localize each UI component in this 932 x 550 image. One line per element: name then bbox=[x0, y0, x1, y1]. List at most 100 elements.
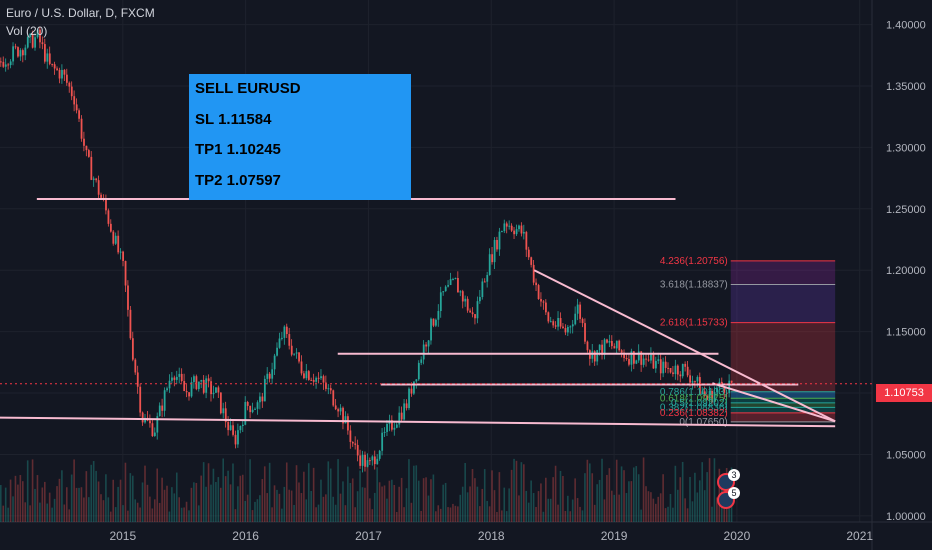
candle-body bbox=[452, 279, 454, 281]
volume-bar bbox=[608, 468, 611, 522]
badge-count: 5 bbox=[731, 488, 736, 498]
volume-bar bbox=[227, 470, 229, 522]
volume-bar bbox=[134, 499, 137, 522]
candle-body bbox=[442, 291, 445, 293]
volume-bar bbox=[241, 474, 244, 522]
volume-bar bbox=[347, 466, 349, 522]
candle-body bbox=[630, 351, 633, 365]
candle-body bbox=[725, 392, 728, 394]
volume-bar bbox=[249, 459, 251, 522]
candle-body bbox=[461, 291, 464, 302]
candle-body bbox=[728, 380, 731, 394]
candle-body bbox=[158, 405, 161, 417]
volume-bar bbox=[413, 465, 415, 522]
volume-bar bbox=[337, 459, 339, 522]
volume-bar bbox=[290, 490, 293, 522]
volume-bar bbox=[351, 478, 354, 522]
candle-body bbox=[276, 347, 278, 356]
volume-bar bbox=[102, 500, 105, 522]
volume-bar bbox=[65, 487, 68, 522]
volume-bar bbox=[259, 495, 261, 522]
candle-body bbox=[711, 391, 714, 403]
candle-body bbox=[105, 199, 107, 211]
candle-body bbox=[144, 417, 146, 423]
candle-body bbox=[569, 326, 572, 328]
candle-body bbox=[281, 337, 283, 339]
candle-body bbox=[354, 443, 357, 445]
volume-bar bbox=[645, 486, 647, 522]
candle-body bbox=[178, 373, 181, 377]
volume-bar bbox=[425, 477, 427, 522]
volume-bar bbox=[542, 511, 545, 522]
volume-bar bbox=[579, 506, 581, 522]
candle-body bbox=[410, 388, 413, 394]
candle-body bbox=[503, 223, 506, 232]
volume-bar bbox=[332, 496, 334, 522]
candle-body bbox=[373, 456, 376, 465]
candle-body bbox=[283, 326, 286, 338]
volume-indicator-label[interactable]: Vol (20) bbox=[6, 24, 48, 38]
candle-body bbox=[581, 318, 584, 324]
volume-bar bbox=[31, 459, 34, 522]
fib-level-label: 0.786(1.10103) bbox=[660, 387, 728, 398]
candle-body bbox=[222, 408, 225, 414]
candle-body bbox=[545, 302, 547, 313]
candle-body bbox=[559, 318, 562, 327]
candle-body bbox=[36, 29, 39, 38]
volume-bar bbox=[483, 469, 486, 522]
candle-body bbox=[637, 351, 640, 361]
symbol-title[interactable]: Euro / U.S. Dollar, D, FXCM bbox=[6, 6, 155, 20]
volume-bar bbox=[532, 493, 535, 522]
candle-body bbox=[501, 231, 503, 233]
volume-bar bbox=[97, 481, 100, 522]
badge-count-bg bbox=[728, 487, 740, 499]
volume-bar bbox=[716, 497, 718, 522]
trade-note-box[interactable]: SELL EURUSD SL 1.11584 TP1 1.10245 TP2 1… bbox=[189, 74, 411, 200]
candle-body bbox=[520, 225, 523, 234]
candle-body bbox=[479, 297, 481, 302]
volume-bar bbox=[278, 493, 281, 522]
volume-bar bbox=[73, 459, 75, 522]
volume-bar bbox=[78, 487, 80, 522]
candle-body bbox=[713, 392, 716, 403]
volume-bar bbox=[232, 463, 234, 522]
volume-bar bbox=[307, 463, 310, 522]
price-axis-label: 1.05000 bbox=[886, 449, 926, 461]
volume-bar bbox=[447, 507, 449, 522]
candle-body bbox=[210, 381, 212, 395]
candle-body bbox=[723, 386, 726, 393]
candle-body bbox=[175, 376, 178, 380]
volume-bar bbox=[364, 487, 366, 522]
candle-body bbox=[645, 358, 648, 360]
volume-bar bbox=[207, 463, 210, 522]
volume-bar bbox=[586, 459, 589, 522]
volume-bar bbox=[574, 478, 576, 522]
candle-body bbox=[259, 396, 261, 403]
volume-bar bbox=[153, 499, 156, 522]
volume-bar bbox=[383, 485, 386, 522]
candle-body bbox=[339, 407, 342, 412]
candle-body bbox=[579, 304, 582, 319]
candle-body bbox=[256, 402, 259, 409]
candle-body bbox=[437, 311, 440, 320]
volume-bar bbox=[34, 488, 36, 522]
volume-bar bbox=[87, 497, 90, 522]
candle-body bbox=[618, 340, 621, 351]
candle-body bbox=[58, 69, 61, 79]
volume-bar bbox=[158, 502, 161, 522]
volume-bar bbox=[276, 489, 278, 522]
volume-bar bbox=[190, 487, 193, 522]
candle-body bbox=[161, 405, 164, 411]
volume-bar bbox=[503, 487, 506, 522]
volume-bar bbox=[708, 458, 711, 522]
volume-bar bbox=[676, 489, 679, 522]
volume-bar bbox=[320, 479, 322, 522]
candle-body bbox=[78, 110, 81, 119]
volume-bar bbox=[559, 470, 562, 522]
volume-bar bbox=[254, 501, 256, 522]
candle-body bbox=[420, 359, 423, 363]
candle-body bbox=[295, 352, 298, 354]
candle-body bbox=[405, 403, 408, 409]
volume-bar bbox=[168, 511, 171, 522]
